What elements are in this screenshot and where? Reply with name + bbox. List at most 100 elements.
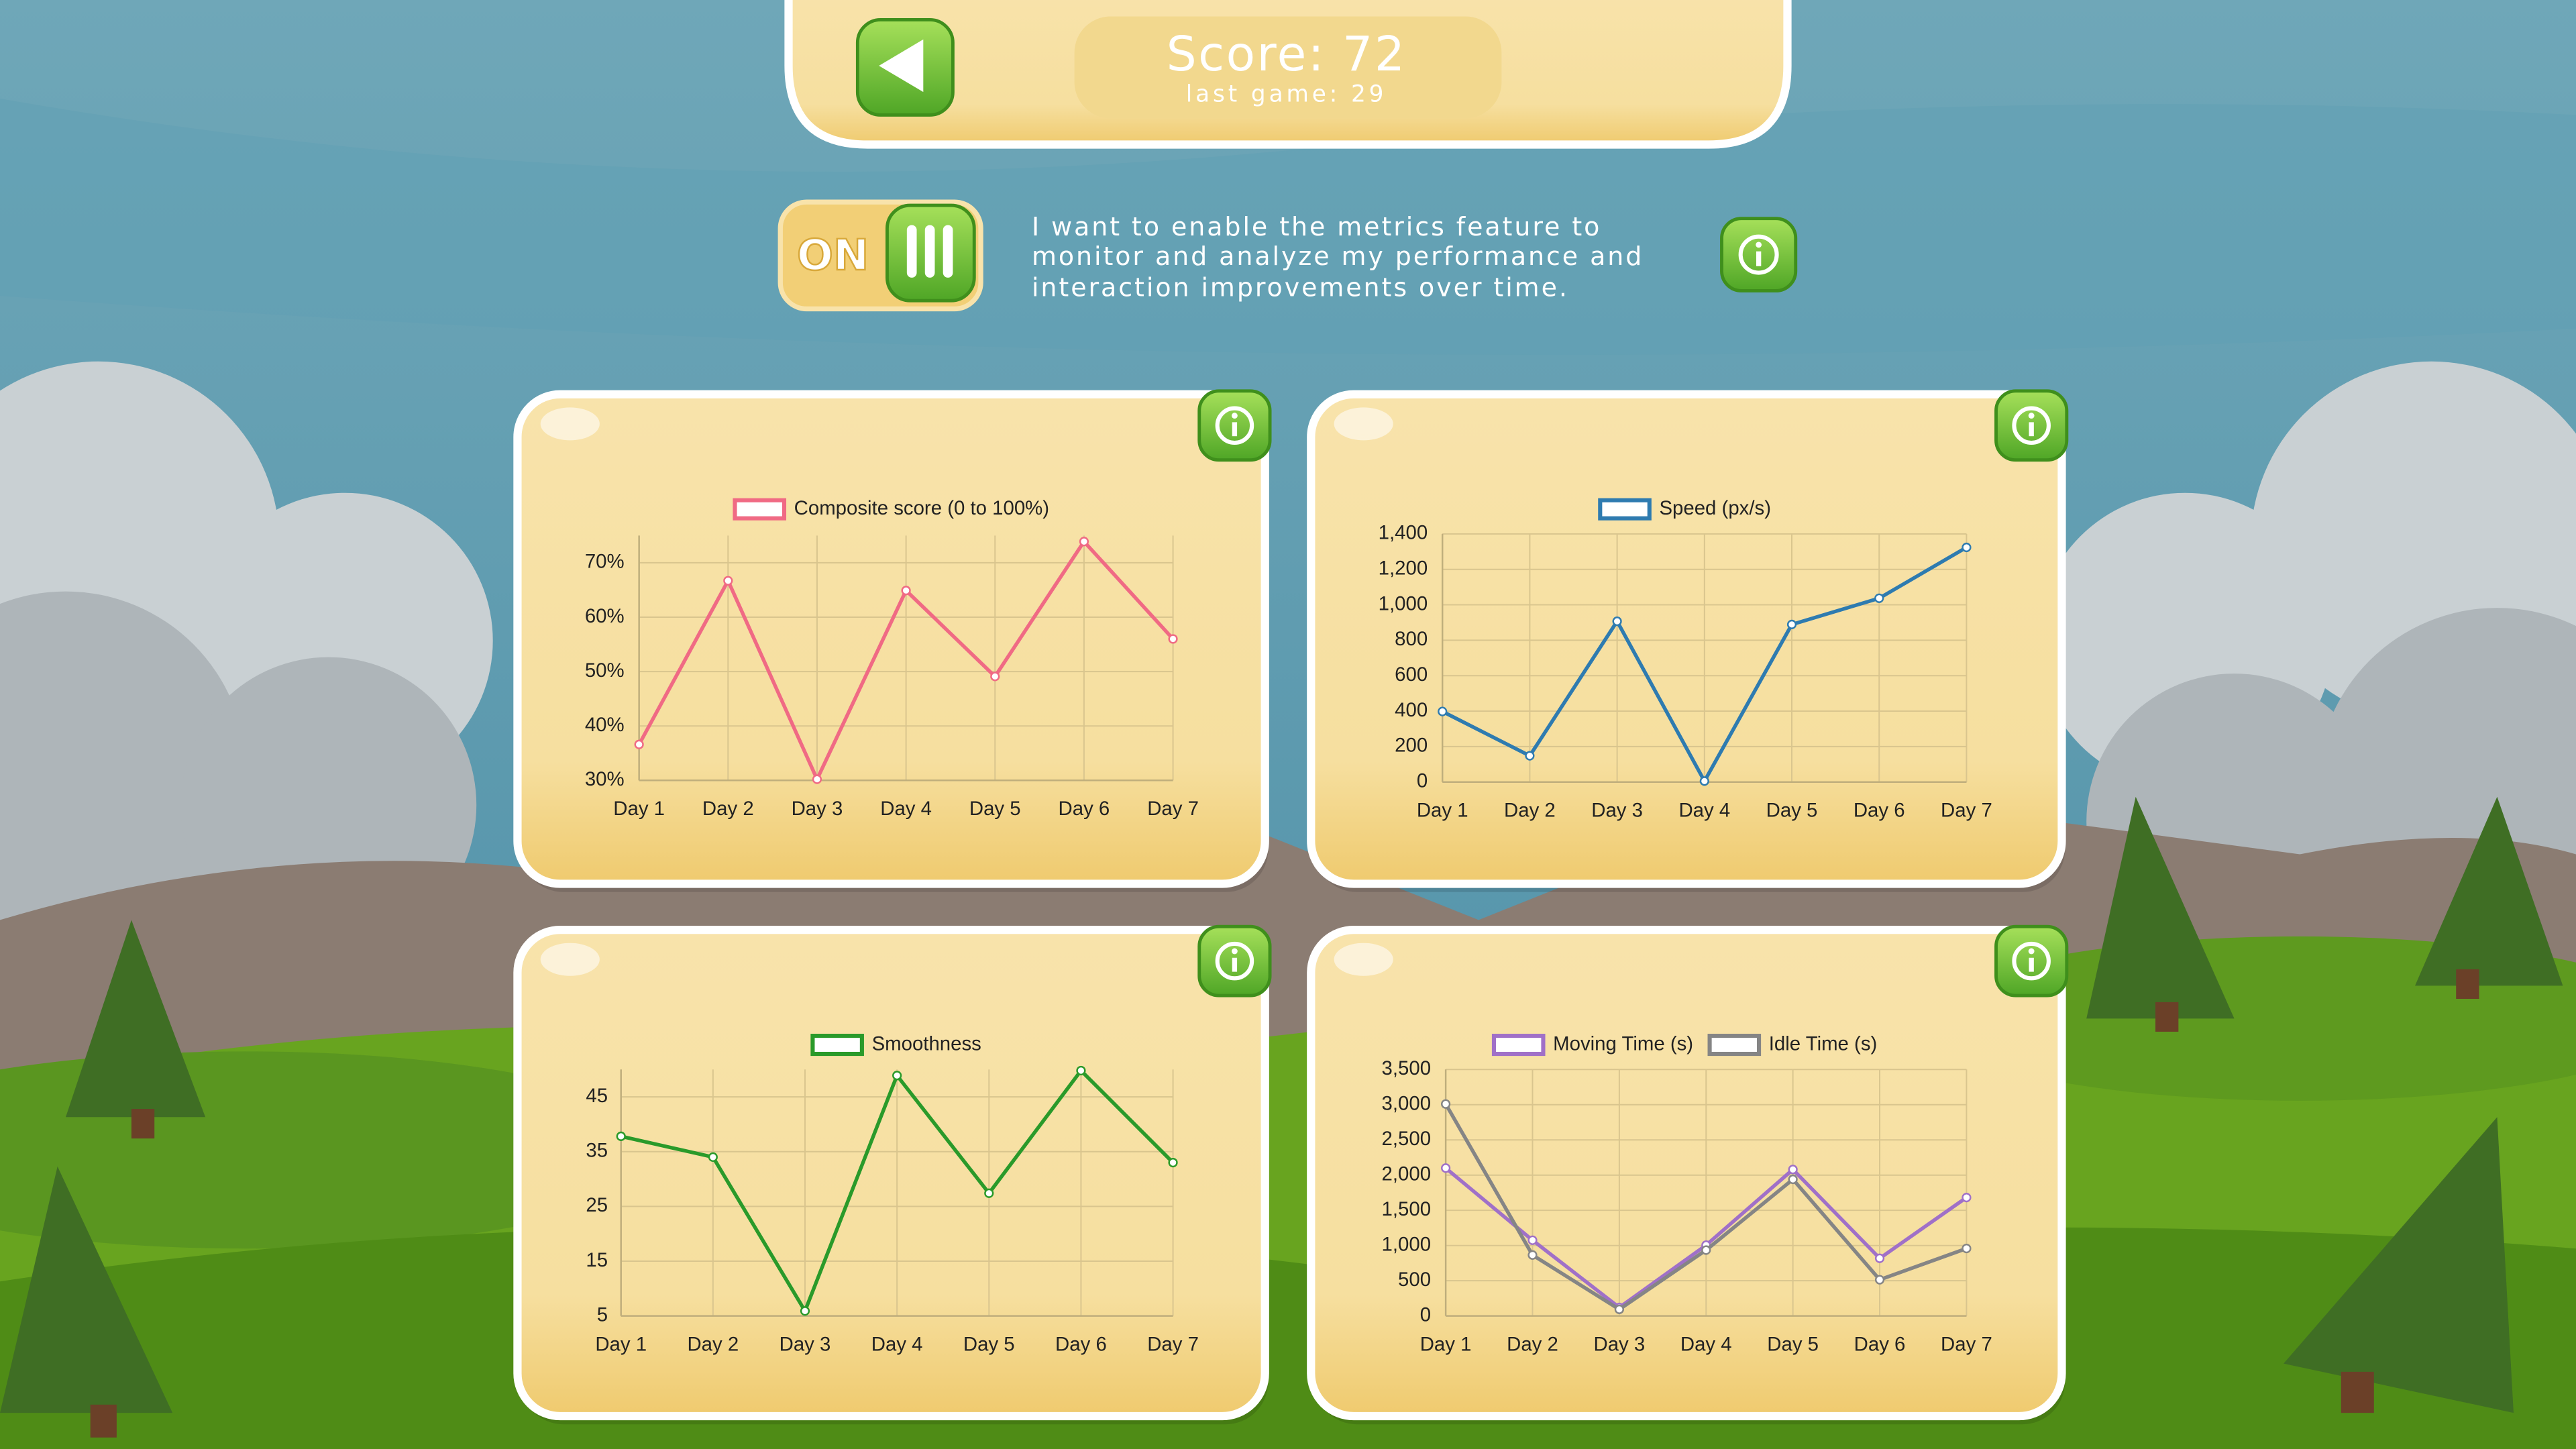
data-point [1874,1253,1885,1263]
x-tick-label: Day 6 [1055,1333,1107,1355]
legend-label: Moving Time (s) [1553,1032,1693,1055]
y-tick-label: 25 [586,1194,608,1216]
header-panel: Score: 72 last game: 29 [784,0,1792,149]
x-tick-label: Day 4 [871,1333,923,1355]
data-point [1612,616,1622,627]
info-icon [1232,413,1238,419]
panel-body [513,390,1269,888]
info-icon [1232,948,1238,955]
x-tick-label: Day 2 [1504,800,1556,822]
x-tick-label: Day 1 [613,798,665,820]
data-point [1962,1243,1972,1254]
info-icon [2012,406,2051,445]
data-point [1527,1250,1538,1260]
data-point [1701,1245,1711,1255]
x-tick-label: Day 1 [1420,1333,1472,1355]
x-tick-label: Day 3 [1591,800,1643,822]
y-tick-label: 40% [585,714,625,736]
x-tick-label: Day 2 [702,798,754,820]
y-tick-label: 1,400 [1379,522,1428,544]
data-point [616,1131,626,1141]
info-icon [2029,957,2034,972]
legend: Moving Time (s) Idle Time (s) [1491,1032,1878,1057]
back-button[interactable] [855,17,955,117]
data-point [708,1152,718,1162]
legend-swatch [733,498,787,521]
chart: 5 15 25 35 45 Day 1 Day 2 Day 3 Day 4 Day 5 Day 6 D… [586,1032,1199,1355]
charts: 30% 40% 50% 60% 70% Day 1 Day 2 Day 3 Day 4 Day 5… [585,497,1992,1356]
data-point [892,1071,902,1081]
x-tick-label: Day 6 [1854,1333,1906,1355]
x-tick-label: Day 4 [1680,1333,1732,1355]
last-game: last game: 29 [1186,81,1387,108]
chart-panel [513,389,1272,892]
x-tick-label: Day 5 [969,798,1021,820]
data-point [1874,1275,1885,1285]
data-point [1874,593,1884,603]
y-tick-label: 5 [597,1303,608,1326]
info-icon [2028,948,2035,955]
data-point [1438,706,1448,716]
y-tick-label: 2,000 [1382,1163,1432,1185]
chart-panel [1307,389,2069,892]
metrics-toggle[interactable]: ON [777,199,983,312]
legend-swatch [1491,1034,1546,1057]
legend-label: Idle Time (s) [1769,1032,1878,1055]
y-tick-label: 1,000 [1382,1233,1432,1255]
data-point [1079,537,1089,547]
y-tick-label: 30% [585,768,625,790]
info-button[interactable] [1720,217,1798,292]
legend-label: Composite score (0 to 100%) [794,497,1049,519]
data-point [1788,1174,1798,1185]
description-line: interaction improvements over time. [1032,273,1569,303]
chart: 30% 40% 50% 60% 70% Day 1 Day 2 Day 3 Day 4 Day 5… [585,497,1199,820]
y-tick-label: 1,500 [1382,1198,1432,1220]
x-tick-label: Day 1 [595,1333,647,1355]
y-tick-label: 3,500 [1382,1057,1432,1079]
data-point [901,586,911,596]
info-icon [2028,413,2035,419]
data-point [1614,1304,1624,1314]
description: I want to enable the metrics feature to … [1032,212,1644,303]
y-tick-label: 800 [1395,628,1428,650]
info-button[interactable] [1994,924,2069,998]
info-icon [1232,422,1238,437]
x-tick-label: Day 3 [792,798,843,820]
y-tick-label: 600 [1395,663,1428,686]
panel-shine [1334,407,1393,441]
data-point [1440,1163,1451,1173]
data-point [1962,542,1972,553]
y-tick-label: 15 [586,1249,608,1271]
description-line: monitor and analyze my performance and [1032,241,1644,271]
toggle-label: ON [797,231,869,280]
y-tick-label: 70% [585,551,625,573]
info-icon [1215,406,1254,445]
legend: Speed (px/s) [1598,497,1771,521]
info-button[interactable] [1197,924,1272,998]
info-icon [1215,941,1254,981]
description-line: I want to enable the metrics feature to [1032,212,1601,241]
x-tick-label: Day 7 [1941,800,1992,822]
panel-shine [540,407,600,441]
info-button[interactable] [1994,389,2069,462]
data-point [1076,1065,1086,1076]
chart: 0 200 400 600 800 1,000 1,200 1,400 Day 1 Day 2 Da… [1379,497,1992,822]
data-point [1525,751,1535,761]
data-point [723,576,733,586]
panel-body [1307,390,2066,888]
info-icon [2029,422,2034,437]
info-button[interactable] [1197,389,1272,462]
data-point [1962,1192,1972,1203]
y-tick-label: 3,000 [1382,1093,1432,1115]
x-tick-label: Day 7 [1147,798,1199,820]
y-tick-label: 45 [586,1085,608,1107]
y-tick-label: 1,000 [1379,592,1428,614]
x-tick-label: Day 2 [687,1333,739,1355]
data-point [1699,776,1709,786]
data-point [1527,1235,1538,1245]
panel-shine [540,943,600,976]
y-tick-label: 35 [586,1140,608,1162]
data-point [800,1306,810,1316]
data-point [990,672,1000,682]
data-point [1168,634,1178,644]
